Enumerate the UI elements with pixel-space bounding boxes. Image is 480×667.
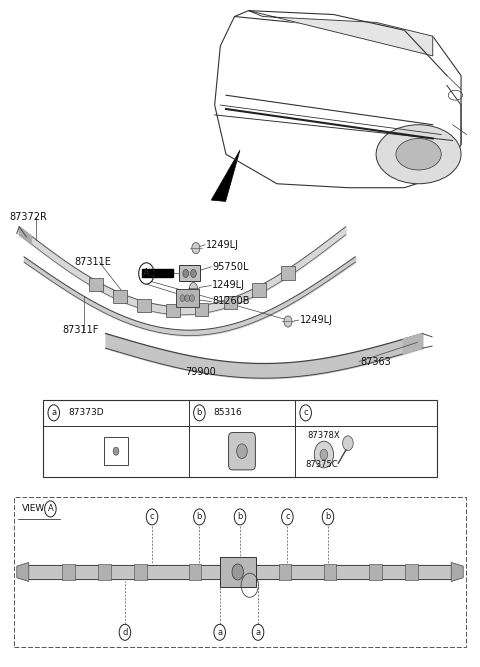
Circle shape — [396, 139, 441, 170]
FancyBboxPatch shape — [179, 265, 200, 281]
Text: VIEW: VIEW — [22, 504, 45, 512]
FancyBboxPatch shape — [224, 295, 237, 309]
Circle shape — [185, 295, 190, 301]
Circle shape — [343, 436, 353, 450]
FancyBboxPatch shape — [134, 564, 147, 580]
Circle shape — [113, 447, 119, 455]
Circle shape — [180, 295, 185, 301]
Circle shape — [232, 564, 243, 580]
FancyBboxPatch shape — [369, 564, 382, 580]
FancyBboxPatch shape — [137, 299, 151, 312]
Text: b: b — [197, 512, 202, 522]
FancyBboxPatch shape — [189, 564, 201, 580]
Text: 87378X: 87378X — [307, 431, 340, 440]
Polygon shape — [211, 150, 240, 201]
FancyBboxPatch shape — [279, 564, 291, 580]
Text: 87311E: 87311E — [74, 257, 111, 267]
FancyBboxPatch shape — [113, 290, 127, 303]
FancyBboxPatch shape — [228, 432, 255, 470]
Text: A: A — [143, 269, 150, 278]
Text: b: b — [237, 512, 243, 522]
FancyBboxPatch shape — [324, 564, 336, 580]
Text: b: b — [325, 512, 331, 522]
Text: 87311F: 87311F — [62, 325, 99, 335]
Circle shape — [183, 269, 189, 277]
Text: 79900: 79900 — [185, 367, 216, 376]
Text: a: a — [217, 628, 222, 637]
FancyBboxPatch shape — [252, 283, 266, 297]
FancyBboxPatch shape — [176, 289, 199, 307]
Text: b: b — [197, 408, 202, 418]
FancyBboxPatch shape — [89, 278, 103, 291]
Text: c: c — [303, 408, 308, 418]
FancyBboxPatch shape — [219, 557, 256, 587]
FancyBboxPatch shape — [243, 564, 255, 580]
Circle shape — [237, 444, 247, 458]
Text: c: c — [150, 512, 155, 522]
Text: 1249LJ: 1249LJ — [206, 240, 240, 249]
Polygon shape — [19, 227, 31, 244]
FancyArrowPatch shape — [146, 271, 163, 275]
Circle shape — [320, 449, 328, 460]
FancyBboxPatch shape — [166, 303, 180, 317]
Text: 1249LJ: 1249LJ — [300, 315, 333, 325]
Text: d: d — [122, 628, 128, 637]
Text: 1249LJ: 1249LJ — [212, 281, 245, 290]
Text: 87373D: 87373D — [68, 408, 104, 418]
Text: 87375C: 87375C — [306, 460, 338, 469]
FancyBboxPatch shape — [98, 564, 111, 580]
Circle shape — [190, 283, 197, 293]
Polygon shape — [249, 11, 433, 56]
Text: 87372R: 87372R — [10, 212, 48, 221]
Text: A: A — [48, 504, 53, 514]
Polygon shape — [142, 269, 173, 277]
Text: a: a — [51, 408, 56, 418]
Circle shape — [191, 269, 196, 277]
FancyBboxPatch shape — [62, 564, 75, 580]
FancyBboxPatch shape — [405, 564, 418, 580]
Text: 85316: 85316 — [214, 408, 242, 418]
Circle shape — [190, 295, 194, 301]
Text: c: c — [285, 512, 290, 522]
Polygon shape — [17, 562, 29, 582]
Text: 87363: 87363 — [360, 357, 391, 366]
Text: 95750L: 95750L — [212, 262, 249, 271]
Circle shape — [376, 125, 461, 184]
FancyBboxPatch shape — [195, 303, 208, 316]
Circle shape — [192, 243, 200, 253]
Polygon shape — [403, 334, 422, 354]
Polygon shape — [451, 562, 463, 582]
Text: 81260B: 81260B — [212, 297, 250, 306]
Text: a: a — [255, 628, 261, 637]
Circle shape — [314, 441, 334, 468]
FancyBboxPatch shape — [281, 266, 295, 279]
Circle shape — [284, 316, 292, 327]
